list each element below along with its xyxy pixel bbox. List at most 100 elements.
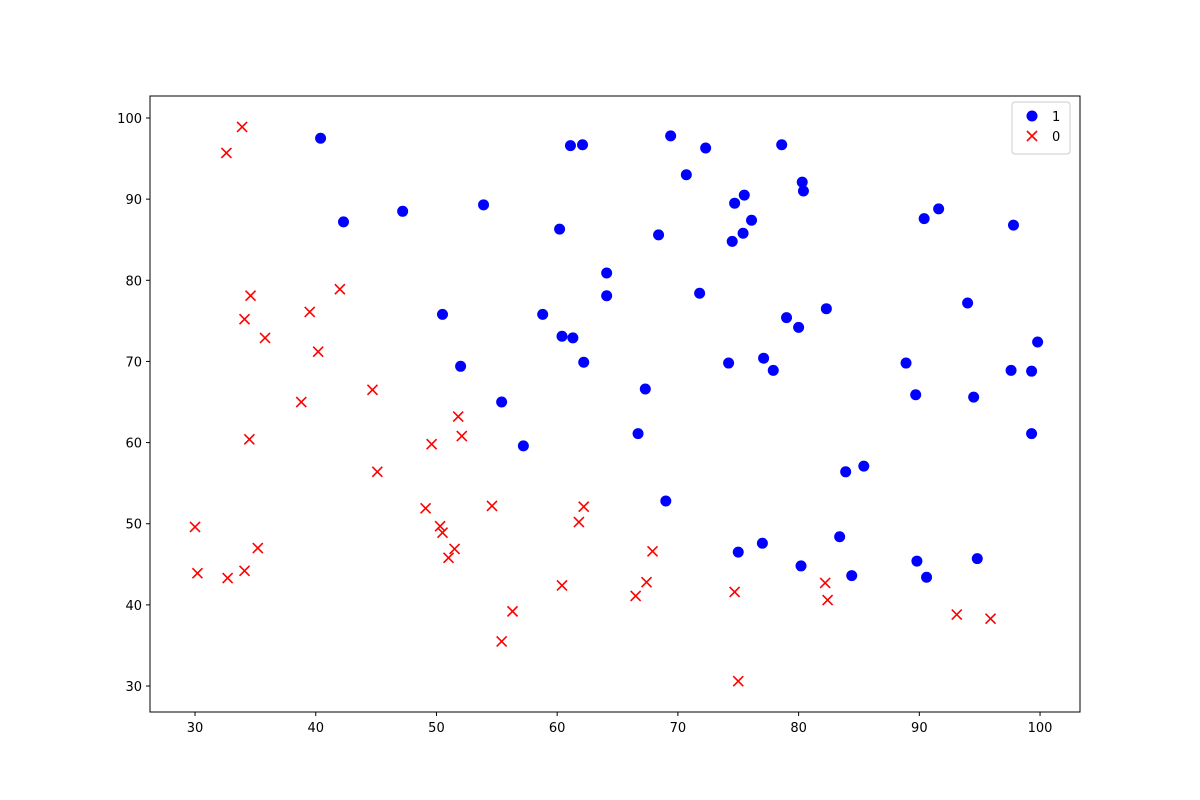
scatter-point-stroke — [729, 586, 741, 598]
scatter-point-stroke — [951, 609, 963, 621]
legend-box — [1011, 101, 1071, 155]
scatter-point-stroke — [220, 147, 232, 159]
scatter-point — [729, 586, 741, 598]
scatter-point — [236, 121, 248, 133]
scatter-point — [729, 197, 741, 209]
scatter-point-stroke — [506, 605, 519, 617]
legend-marker-stroke — [1026, 130, 1038, 142]
scatter-point-stroke — [244, 290, 257, 302]
scatter-point — [243, 433, 255, 445]
scatter-point — [795, 560, 807, 572]
scatter-point — [665, 130, 677, 142]
scatter-point-stroke — [556, 579, 568, 591]
scatter-point — [315, 132, 327, 144]
scatter-point-stroke — [426, 438, 438, 450]
scatter-point — [436, 308, 448, 320]
scatter-point — [601, 290, 613, 302]
scatter-point — [238, 565, 251, 577]
y-tick-label: 40 — [125, 599, 142, 614]
scatter-point — [781, 312, 793, 324]
scatter-point — [366, 384, 379, 396]
x-tick-label: 50 — [428, 721, 445, 736]
scatter-point — [191, 567, 204, 579]
x-tick-label: 80 — [790, 721, 807, 736]
scatter-point — [918, 213, 930, 225]
scatter-point — [732, 546, 744, 558]
scatter-point — [660, 495, 672, 507]
scatter-point-stroke — [732, 675, 744, 687]
scatter-point-stroke — [434, 520, 446, 532]
scatter-point-stroke — [449, 543, 461, 555]
scatter-point-stroke — [573, 516, 585, 528]
scatter-point — [564, 140, 576, 152]
scatter-point — [646, 545, 659, 557]
scatter-point-stroke — [222, 572, 234, 584]
scatter-point — [819, 577, 831, 589]
legend-marker — [1026, 130, 1038, 142]
scatter-point — [496, 635, 508, 647]
scatter-point — [189, 521, 201, 533]
scatter-point — [577, 139, 589, 151]
scatter-point — [911, 555, 923, 567]
scatter-point-stroke — [578, 501, 590, 513]
scatter-point-stroke — [295, 396, 307, 408]
scatter-point — [738, 189, 750, 201]
scatter-point — [304, 306, 316, 318]
scatter-point-stroke — [189, 521, 201, 533]
scatter-point-stroke — [984, 613, 997, 625]
legend-label: 1 — [1052, 110, 1060, 125]
axes-frame — [149, 95, 1081, 713]
y-tick-label: 60 — [125, 437, 142, 452]
scatter-point-stroke — [640, 576, 653, 588]
scatter-point — [442, 552, 455, 564]
x-tick-label: 30 — [187, 721, 204, 736]
scatter-point — [822, 594, 834, 606]
y-tick-label: 70 — [125, 355, 142, 370]
scatter-point — [455, 360, 467, 372]
x-tick-label: 100 — [1028, 721, 1053, 736]
scatter-point — [452, 411, 464, 423]
scatter-point — [820, 303, 832, 315]
scatter-point — [726, 235, 738, 247]
scatter-point-stroke — [420, 502, 432, 514]
scatter-point — [556, 330, 568, 342]
scatter-point — [910, 389, 922, 401]
scatter-point-stroke — [822, 594, 834, 606]
scatter-point — [632, 428, 644, 440]
scatter-point-stroke — [371, 466, 383, 478]
scatter-point — [420, 502, 432, 514]
y-tick-label: 50 — [125, 518, 142, 533]
scatter-point — [630, 590, 642, 602]
scatter-point — [295, 396, 307, 408]
scatter-point-stroke — [456, 430, 468, 442]
scatter-point — [517, 440, 529, 452]
scatter-point — [506, 605, 519, 617]
scatter-point — [537, 308, 549, 320]
scatter-point — [1026, 365, 1038, 377]
scatter-point — [984, 613, 997, 625]
scatter-point — [796, 176, 808, 188]
scatter-point — [578, 501, 590, 513]
scatter-point — [449, 543, 461, 555]
legend-marker — [1026, 110, 1038, 122]
scatter-point — [776, 139, 788, 151]
scatter-point — [496, 396, 508, 408]
scatter-point — [554, 223, 566, 235]
scatter-point — [793, 321, 805, 333]
scatter-point-stroke — [630, 590, 642, 602]
scatter-point-stroke — [259, 332, 271, 344]
scatter-point — [397, 205, 409, 217]
scatter-point-stroke — [334, 283, 346, 295]
scatter-point — [680, 169, 692, 181]
scatter-point — [767, 364, 779, 376]
scatter-point — [962, 297, 974, 309]
scatter-point — [426, 438, 438, 450]
scatter-point — [436, 527, 449, 539]
scatter-point-stroke — [238, 313, 251, 325]
scatter-point — [578, 356, 590, 368]
scatter-point — [434, 520, 446, 532]
scatter-point — [1005, 364, 1017, 376]
scatter-point — [723, 357, 735, 369]
scatter-point — [968, 391, 980, 403]
